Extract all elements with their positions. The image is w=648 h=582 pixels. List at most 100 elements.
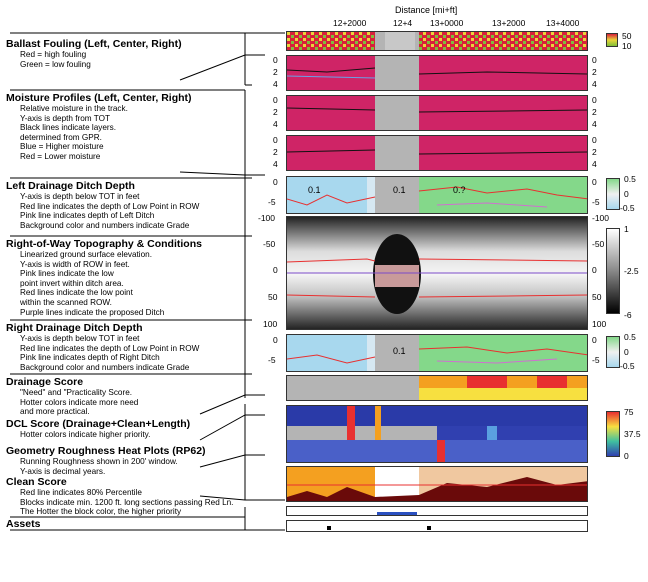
ditch-tick: 0 xyxy=(273,177,278,187)
depth-tick-right: 4 xyxy=(592,159,597,169)
section-title: Ballast Fouling (Left, Center, Right) xyxy=(6,38,182,50)
row-tick-right: 0 xyxy=(592,265,597,275)
section-line: point invert within ditch area. xyxy=(20,278,124,288)
moisture-panel-center xyxy=(286,95,588,131)
section-line: The Hotter the block color, the higher p… xyxy=(20,507,182,517)
depth-tick: 0 xyxy=(273,55,278,65)
distance-tick-12-4: 12+4 xyxy=(393,18,413,28)
section-line: Red = high fouling xyxy=(20,50,87,59)
moisture-panel-left xyxy=(286,55,588,91)
section-title: Moisture Profiles (Left, Center, Right) xyxy=(6,92,192,104)
right-ditch-scale-top: 0.5 xyxy=(624,332,636,342)
dcl-score-plot xyxy=(286,405,588,463)
section-title: Right-of-Way Topography & Conditions xyxy=(6,238,202,250)
section-line: Hotter colors indicate higher priority. xyxy=(20,430,151,439)
row-topography-plot xyxy=(286,216,588,330)
section-geometry-roughness: Geometry Roughness Heat Plots (RP62) Run… xyxy=(6,445,242,476)
section-title: Clean Score xyxy=(6,476,67,488)
depth-tick: 0 xyxy=(273,135,278,145)
drainage-score-plot xyxy=(286,375,588,401)
section-line: Hotter colors indicate more need xyxy=(20,397,139,407)
section-drainage-score: Drainage Score "Need" and "Practicality … xyxy=(6,376,242,417)
clean-blocks-strip xyxy=(286,506,588,516)
section-line: Y-axis is width of ROW in feet. xyxy=(20,259,130,269)
depth-tick: 4 xyxy=(273,159,278,169)
left-ditch-grade-3: 0.? xyxy=(453,185,466,195)
section-line: and more practical. xyxy=(20,407,90,417)
fouling-legend-low: 10 xyxy=(622,41,632,51)
section-line: Red line indicates the depth of Low Poin… xyxy=(20,343,200,353)
row-tick: 50 xyxy=(268,292,278,302)
depth-tick-right: 4 xyxy=(592,79,597,89)
section-assets: Assets xyxy=(6,518,242,530)
section-line: Blocks indicate min. 1200 ft. long secti… xyxy=(20,497,234,507)
ditch-tick-right: -5 xyxy=(592,355,600,365)
left-ditch-scale-bot: -0.5 xyxy=(620,203,635,213)
depth-tick-right: 2 xyxy=(592,107,597,117)
row-tick-right: -100 xyxy=(592,213,610,223)
depth-tick-right: 0 xyxy=(592,55,597,65)
section-ballast-fouling: Ballast Fouling (Left, Center, Right) Re… xyxy=(6,38,242,69)
section-line: Black lines indicate layers. xyxy=(20,123,117,133)
score-scale-bot: 0 xyxy=(624,451,629,461)
section-line: Red line indicates the depth of Low Poin… xyxy=(20,201,200,211)
depth-tick-right: 0 xyxy=(592,135,597,145)
depth-tick-right: 4 xyxy=(592,119,597,129)
row-scale-bot: -6 xyxy=(624,310,632,320)
section-title: Right Drainage Ditch Depth xyxy=(6,322,143,334)
left-ditch-grade-1: 0.1 xyxy=(308,185,321,195)
row-tick: -50 xyxy=(263,239,276,249)
section-left-ditch: Left Drainage Ditch Depth Y-axis is dept… xyxy=(6,180,242,230)
section-line: Red line indicates 80% Percentile xyxy=(20,488,142,497)
section-line: Y-axis is decimal years. xyxy=(20,466,106,476)
section-line: Background color and numbers indicate Gr… xyxy=(20,220,190,230)
section-line: Green = low fouling xyxy=(20,59,91,69)
section-line: Purple lines indicate the proposed Ditch xyxy=(20,307,165,317)
section-line: Red = Lower moisture xyxy=(20,151,101,161)
depth-tick-right: 2 xyxy=(592,67,597,77)
right-ditch-scale-mid: 0 xyxy=(624,347,629,357)
section-line: Pink line indicates depth of Left Ditch xyxy=(20,211,155,221)
left-ditch-plot xyxy=(286,176,588,214)
section-line: Linearized ground surface elevation. xyxy=(20,250,152,259)
ditch-tick-right: 0 xyxy=(592,335,597,345)
section-line: Running Roughness shown in 200' window. xyxy=(20,457,178,466)
depth-tick: 2 xyxy=(273,147,278,157)
left-ditch-grade-2: 0.1 xyxy=(393,185,406,195)
section-row-topography: Right-of-Way Topography & Conditions Lin… xyxy=(6,238,242,317)
row-tick-right: 50 xyxy=(592,292,602,302)
ditch-tick: -5 xyxy=(268,197,276,207)
clean-score-plot xyxy=(286,466,588,502)
right-ditch-scale-bot: -0.5 xyxy=(620,361,635,371)
section-line: Background color and numbers indicate Gr… xyxy=(20,362,190,372)
section-line: Y-axis is depth from TOT xyxy=(20,113,110,123)
row-tick: 0 xyxy=(273,265,278,275)
depth-tick: 4 xyxy=(273,79,278,89)
section-title: DCL Score (Drainage+Clean+Length) xyxy=(6,418,191,430)
section-title: Assets xyxy=(6,518,41,530)
section-line: determined from GPR. xyxy=(20,132,102,142)
row-tick-right: 100 xyxy=(592,319,607,329)
ditch-tick: 0 xyxy=(273,335,278,345)
section-line: "Need" and "Practicality Score. xyxy=(20,388,133,397)
ditch-tick-right: -5 xyxy=(592,197,600,207)
left-ditch-colorbar xyxy=(606,178,620,210)
section-line: Red lines indicate the low point xyxy=(20,288,133,298)
distance-tick-13-4000: 13+4000 xyxy=(546,18,580,28)
depth-tick: 4 xyxy=(273,119,278,129)
distance-tick-13-0000: 13+0000 xyxy=(430,18,464,28)
distance-tick-13-2000: 13+2000 xyxy=(492,18,526,28)
row-scale-top: 1 xyxy=(624,224,629,234)
ditch-tick-right: 0 xyxy=(592,177,597,187)
score-scale-top: 75 xyxy=(624,407,634,417)
section-line: Pink line indicates depth of Right Ditch xyxy=(20,353,160,363)
fouling-legend-high: 50 xyxy=(622,31,632,41)
section-line: Y-axis is depth below TOT in feet xyxy=(20,334,140,343)
row-scale-mid: -2.5 xyxy=(624,266,639,276)
score-colorbar xyxy=(606,411,620,457)
depth-tick-right: 2 xyxy=(592,147,597,157)
section-line: Blue = Higher moisture xyxy=(20,142,104,152)
section-clean-score: Clean Score Red line indicates 80% Perce… xyxy=(6,476,242,517)
ditch-tick: -5 xyxy=(268,355,276,365)
